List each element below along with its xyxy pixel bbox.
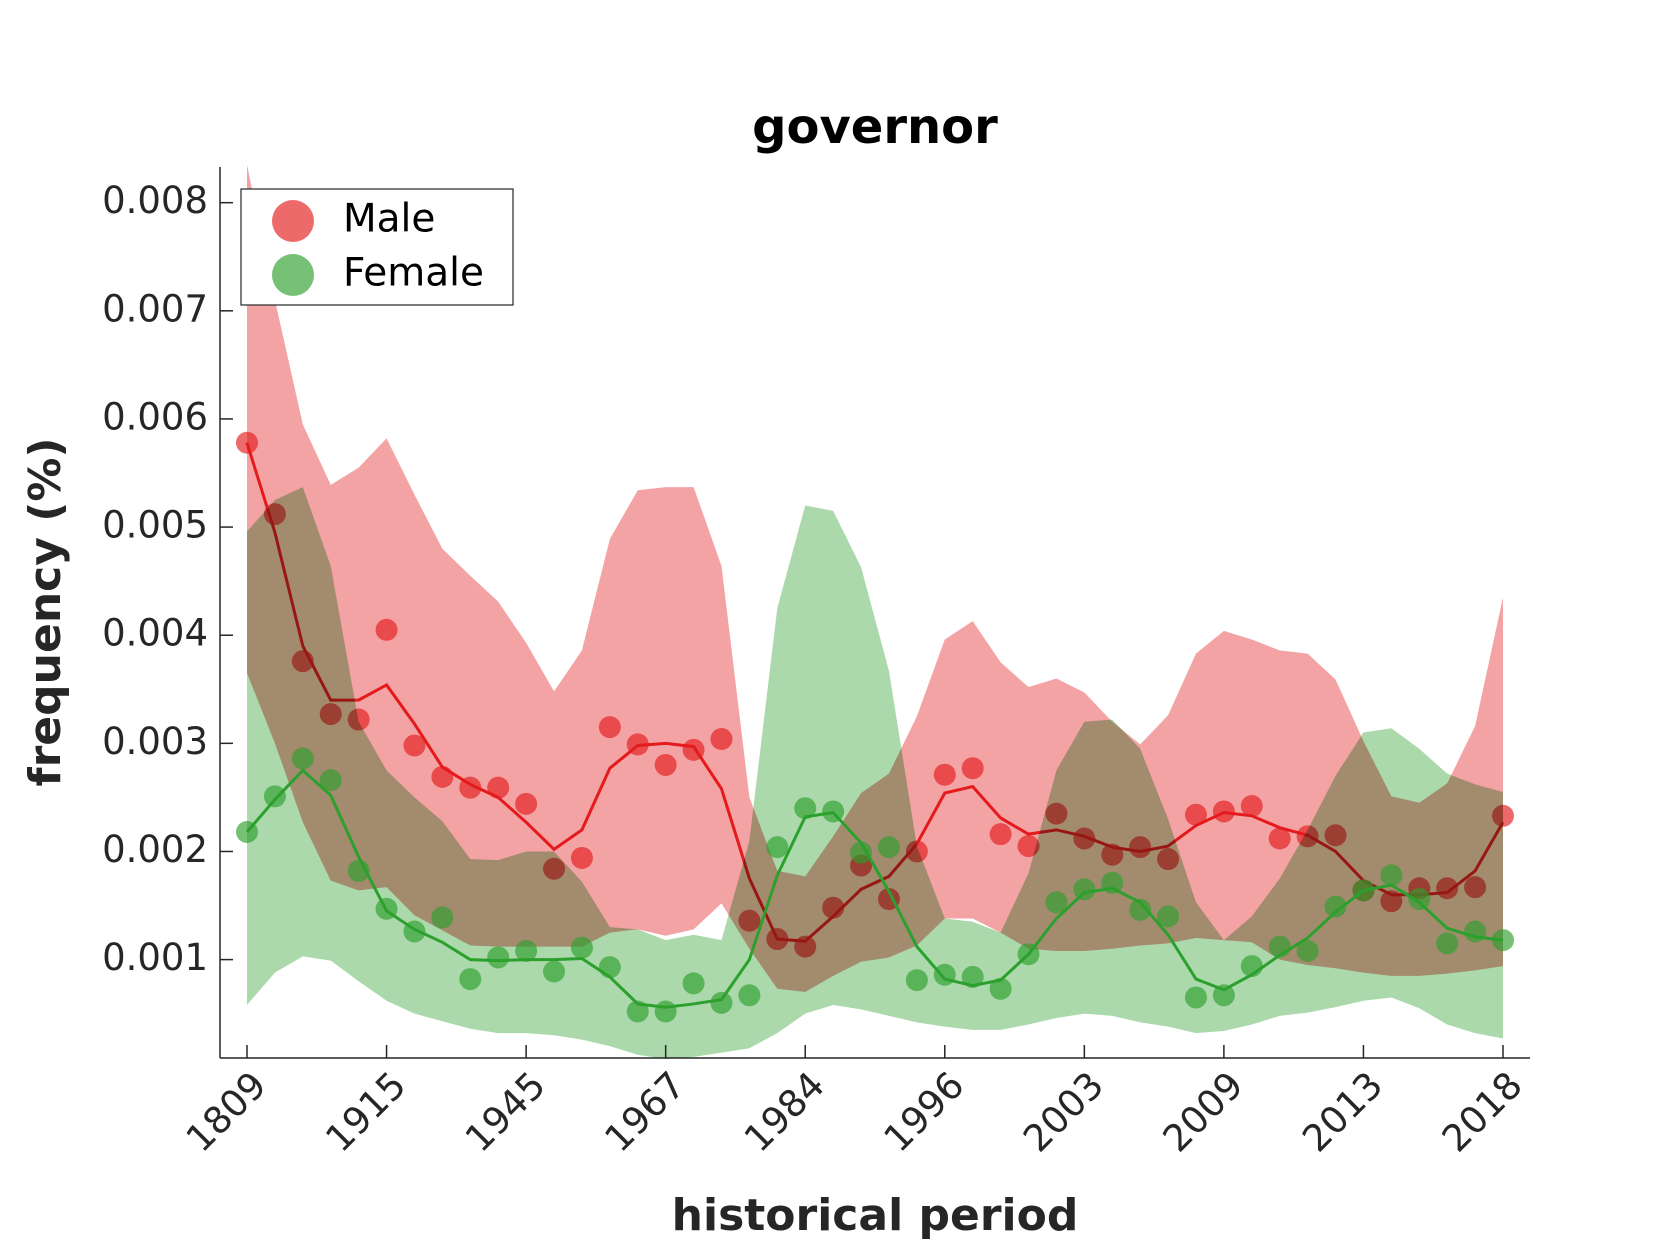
data-point	[1184, 803, 1207, 826]
legend-marker	[272, 254, 314, 296]
data-point	[766, 836, 789, 859]
data-point	[682, 972, 705, 995]
x-tick-label: 2013	[1294, 1063, 1391, 1160]
x-tick-label: 1996	[876, 1063, 973, 1160]
y-axis-label: frequency (%)	[20, 437, 71, 786]
confidence-band	[247, 164, 1503, 993]
y-tick-label: 0.006	[102, 395, 208, 438]
legend-marker	[272, 200, 314, 242]
data-point	[794, 797, 817, 820]
data-point	[543, 960, 566, 983]
data-point	[1184, 986, 1207, 1009]
data-point	[1045, 891, 1068, 914]
data-point	[961, 757, 984, 780]
data-point	[1129, 898, 1152, 921]
data-point	[570, 936, 593, 959]
y-tick-label: 0.004	[102, 612, 208, 655]
y-tick-label: 0.002	[102, 828, 208, 871]
data-point	[1017, 835, 1040, 858]
y-tick-label: 0.005	[102, 504, 208, 547]
data-point	[263, 785, 286, 808]
data-point	[319, 769, 342, 792]
x-tick-label: 1945	[457, 1063, 554, 1160]
data-point	[933, 763, 956, 786]
confidence-band	[247, 487, 1503, 1060]
data-point	[1436, 932, 1459, 955]
trend-line	[245, 768, 1504, 1009]
data-point	[1073, 878, 1096, 901]
data-point	[654, 753, 677, 776]
data-point	[1296, 939, 1319, 962]
data-point	[487, 946, 510, 969]
data-point	[375, 618, 398, 641]
data-point	[487, 776, 510, 799]
x-tick-label: 2018	[1434, 1063, 1531, 1160]
data-point	[654, 1000, 677, 1023]
y-tick-label: 0.003	[102, 720, 208, 763]
data-point	[877, 836, 900, 859]
legend-label: Female	[343, 251, 484, 296]
x-tick-label: 1967	[596, 1063, 693, 1160]
data-point	[710, 728, 733, 751]
x-axis-label: historical period	[672, 1190, 1079, 1241]
chart-title: governor	[752, 99, 998, 155]
data-point	[515, 939, 538, 962]
data-point	[989, 823, 1012, 846]
x-tick-label: 1984	[736, 1063, 833, 1160]
data-point	[961, 965, 984, 988]
data-point	[905, 969, 928, 992]
data-point	[459, 968, 482, 991]
data-point	[1212, 984, 1235, 1007]
data-point	[1157, 905, 1180, 928]
y-tick-label: 0.008	[102, 179, 208, 222]
data-point	[1324, 895, 1347, 918]
x-tick-label: 2009	[1155, 1063, 1252, 1160]
data-point	[570, 846, 593, 869]
data-point	[403, 734, 426, 757]
data-point	[1268, 827, 1291, 850]
data-point	[738, 984, 761, 1007]
legend-label: Male	[343, 197, 435, 242]
data-point	[431, 765, 454, 788]
data-point	[431, 906, 454, 929]
data-point	[933, 963, 956, 986]
data-point	[989, 977, 1012, 1000]
data-point	[515, 792, 538, 815]
y-tick-label: 0.007	[102, 287, 208, 330]
data-point	[1408, 888, 1431, 911]
x-tick-label: 1809	[178, 1063, 275, 1160]
data-point	[850, 841, 873, 864]
y-tick-label: 0.001	[102, 936, 208, 979]
x-tick-label: 1915	[317, 1063, 414, 1160]
data-point	[598, 956, 621, 979]
data-point	[710, 991, 733, 1014]
data-point	[291, 747, 314, 770]
x-tick-label: 2003	[1015, 1063, 1112, 1160]
data-point	[598, 716, 621, 739]
data-point	[1380, 864, 1403, 887]
data-point	[1240, 795, 1263, 818]
